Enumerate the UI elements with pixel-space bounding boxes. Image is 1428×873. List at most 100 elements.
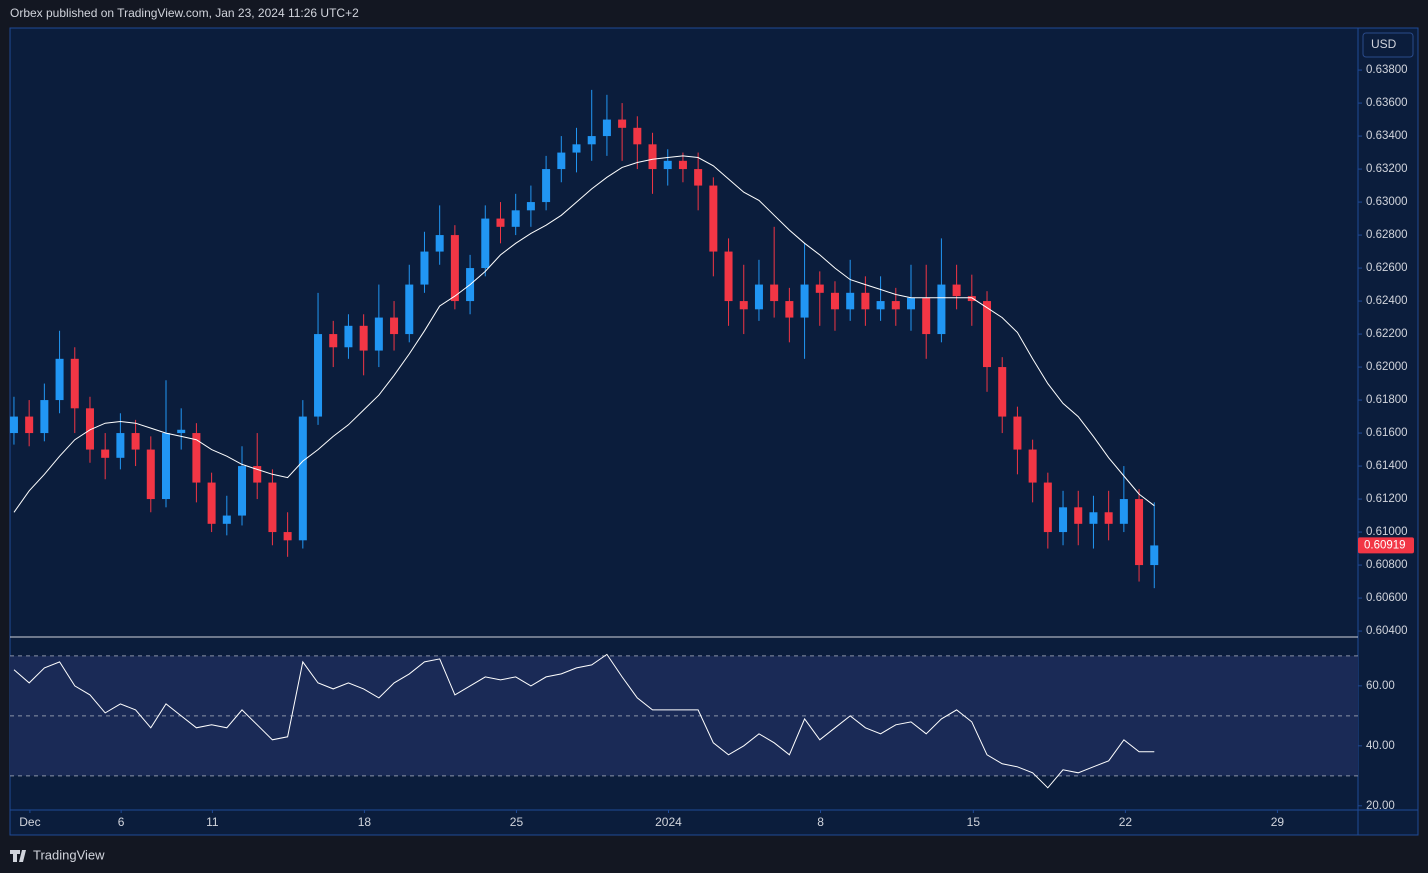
candle-body	[937, 284, 946, 335]
candle-body	[906, 297, 915, 310]
candle-body	[678, 160, 687, 170]
candle-body	[146, 449, 155, 500]
y-tick-label: 0.61400	[1366, 460, 1408, 472]
candle-body	[770, 284, 779, 302]
candle-body	[9, 416, 18, 434]
x-tick-label: 18	[358, 815, 372, 829]
candle-body	[694, 169, 703, 186]
currency[interactable]: USD	[1371, 37, 1397, 51]
y-tick-label: 0.62000	[1366, 361, 1408, 373]
candle-body	[998, 367, 1007, 417]
candle-body	[785, 301, 794, 318]
candle-body	[1135, 499, 1144, 566]
candle-body	[1089, 512, 1098, 524]
candle-body	[192, 433, 201, 483]
y-tick-label: 0.62800	[1366, 229, 1408, 241]
candle-body	[587, 136, 596, 145]
candle-body	[846, 292, 855, 310]
y-tick-label: 0.62600	[1366, 262, 1408, 274]
candle-body	[314, 334, 323, 417]
candle-body	[557, 152, 566, 170]
y-tick-label: 0.62200	[1366, 328, 1408, 340]
y-tick-label: 40.00	[1366, 740, 1395, 752]
candle-body	[222, 515, 231, 524]
x-tick-label: 29	[1271, 815, 1285, 829]
candle-body	[1104, 512, 1113, 524]
candle-body	[496, 218, 505, 227]
candle-body	[359, 325, 368, 351]
candle-body	[648, 144, 657, 170]
y-tick-label: 0.60600	[1366, 592, 1408, 604]
candle-body	[891, 301, 900, 310]
candle-body	[526, 202, 535, 211]
y-tick-label: 20.00	[1366, 800, 1395, 812]
candle-body	[207, 482, 216, 524]
candle-body	[800, 284, 809, 318]
y-tick-label: 0.61000	[1366, 526, 1408, 538]
candle-body	[390, 317, 399, 335]
footer: TradingView	[33, 847, 105, 862]
x-tick-label: 2024	[655, 815, 682, 829]
candle-body	[450, 235, 459, 302]
candle-body	[177, 429, 186, 434]
candle-body	[542, 169, 551, 203]
y-tick-label: 0.62400	[1366, 295, 1408, 307]
header: Orbex published on TradingView.com, Jan …	[10, 6, 359, 20]
line	[13, 155, 1155, 513]
y-tick-label: 0.60800	[1366, 559, 1408, 571]
candle-body	[405, 284, 414, 335]
x-tick-label: 11	[206, 815, 219, 829]
candle-body	[633, 127, 642, 145]
y-tick-label: 0.61200	[1366, 493, 1408, 505]
candle-body	[283, 532, 292, 541]
candle-body	[298, 416, 307, 541]
candle-body	[1059, 507, 1068, 533]
candle-body	[709, 185, 718, 252]
candle-body	[830, 292, 839, 310]
x-tick-label: 25	[510, 815, 524, 829]
candle-body	[739, 301, 748, 310]
axis-background	[1358, 28, 1418, 810]
candle-body	[25, 416, 34, 434]
candle-body	[602, 119, 611, 137]
candle-body	[344, 325, 353, 348]
candle-body	[85, 408, 94, 450]
y-tick-label: 0.63400	[1366, 130, 1408, 142]
x-tick-label: Dec	[19, 815, 40, 829]
candle-body	[876, 301, 885, 310]
candle-body	[618, 119, 627, 128]
y-tick-label: 0.63200	[1366, 163, 1408, 175]
logo	[10, 850, 26, 862]
last-price-label: 0.60919	[1364, 539, 1406, 551]
candle-body	[116, 433, 125, 458]
x-tick-label: 8	[817, 815, 824, 829]
candle-body	[511, 210, 520, 227]
candle-body	[1013, 416, 1022, 450]
candle-body	[572, 144, 581, 153]
candle-body	[253, 466, 262, 483]
candle-body	[131, 433, 140, 450]
candle-body	[724, 251, 733, 302]
candle-body	[663, 160, 672, 170]
candle-body	[420, 251, 429, 285]
candle-body	[1150, 545, 1159, 566]
candle-body	[1074, 507, 1083, 524]
candle-body	[967, 296, 976, 302]
candle-body	[374, 317, 383, 351]
y-tick-label: 0.63000	[1366, 196, 1408, 208]
candle-body	[983, 301, 992, 368]
y-tick-label: 0.61800	[1366, 394, 1408, 406]
candle-body	[70, 358, 79, 409]
candle-body	[268, 482, 277, 533]
x-tick-label: 22	[1119, 815, 1133, 829]
candle-body	[861, 292, 870, 310]
currency-button[interactable]	[1362, 32, 1414, 58]
y-tick-label: 0.63600	[1366, 97, 1408, 109]
candle-body	[481, 218, 490, 269]
candle-body	[952, 284, 961, 297]
x-tick-label: 15	[967, 815, 981, 829]
candle-body	[1028, 449, 1037, 483]
candle-body	[815, 284, 824, 293]
